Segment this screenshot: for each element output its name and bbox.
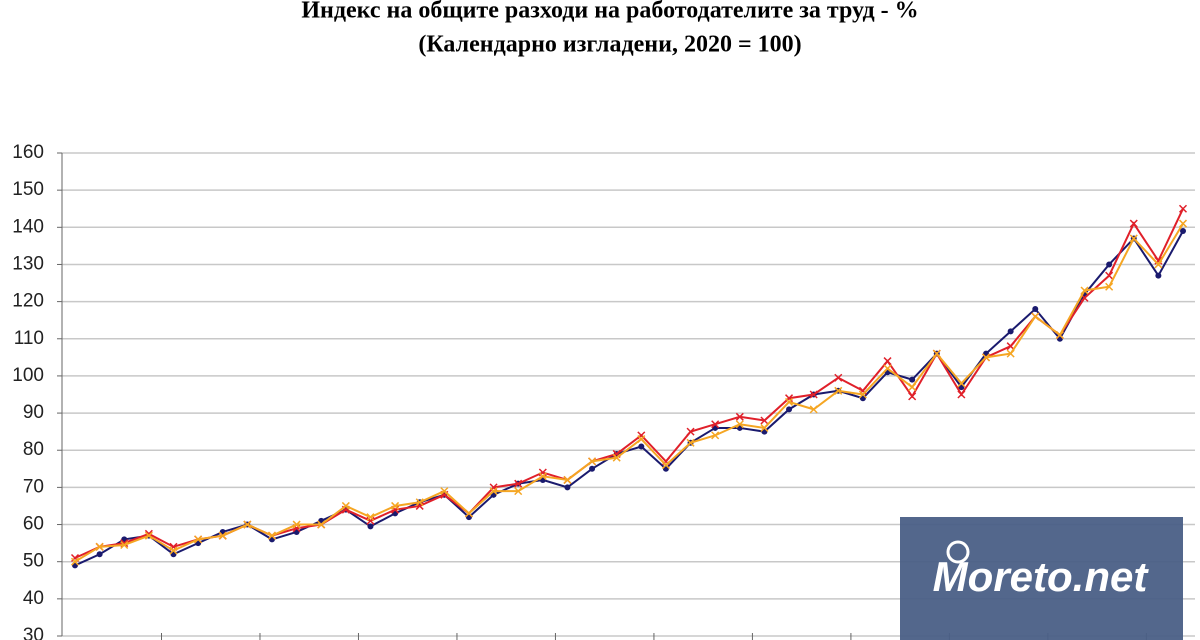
point-marker (908, 383, 917, 392)
point-marker (661, 461, 670, 470)
chart-title: Индекс на общите разходи на работодатели… (301, 0, 918, 24)
point-marker (194, 535, 203, 544)
point-marker (96, 551, 103, 558)
point-marker (1055, 331, 1064, 340)
point-marker (809, 405, 818, 414)
point-marker (489, 487, 498, 496)
point-marker (366, 513, 375, 522)
point-marker (809, 390, 818, 399)
series-line (74, 223, 1184, 563)
point-marker (612, 453, 621, 462)
point-marker (786, 406, 793, 413)
y-tick-label: 40 (23, 588, 44, 609)
point-marker (957, 390, 966, 399)
point-marker (267, 531, 277, 540)
point-marker (120, 540, 129, 550)
point-marker (637, 435, 646, 444)
point-marker (909, 376, 916, 383)
point-marker (908, 392, 917, 401)
point-marker (440, 487, 449, 496)
y-tick-label: 60 (23, 514, 44, 535)
point-marker (1032, 306, 1039, 313)
point-marker (1129, 219, 1138, 228)
point-marker (514, 479, 523, 488)
point-marker (686, 427, 695, 436)
point-marker (169, 546, 178, 555)
point-marker (538, 472, 547, 481)
point-marker (638, 443, 645, 450)
point-marker (1105, 271, 1114, 280)
point-marker (1129, 234, 1138, 243)
point-marker (760, 423, 769, 432)
point-marker (760, 416, 769, 425)
point-marker (514, 487, 523, 496)
y-tick-label: 130 (12, 253, 44, 274)
point-marker (588, 457, 597, 466)
point-marker (341, 501, 350, 510)
y-tick-label: 110 (14, 328, 44, 349)
point-marker (1105, 282, 1114, 291)
point-marker (1180, 228, 1186, 235)
point-marker (883, 357, 892, 366)
point-marker (317, 520, 326, 529)
point-marker (366, 516, 375, 525)
y-tick-label: 160 (12, 142, 44, 163)
point-marker (464, 509, 473, 518)
point-marker (218, 531, 227, 540)
y-tick-label: 70 (23, 476, 44, 497)
point-marker (711, 431, 720, 440)
point-marker (1154, 260, 1163, 269)
y-tick-label: 50 (23, 551, 44, 572)
y-tick-label: 120 (12, 291, 44, 312)
point-marker (243, 520, 252, 529)
point-marker (686, 438, 695, 447)
point-marker (70, 557, 80, 566)
point-marker (1178, 204, 1188, 213)
point-marker (735, 412, 744, 421)
point-marker (858, 390, 867, 399)
point-marker (95, 542, 104, 551)
point-marker (1007, 328, 1014, 335)
point-marker (711, 420, 720, 429)
point-marker (981, 353, 991, 362)
y-tick-label: 90 (23, 402, 44, 423)
point-marker (391, 501, 400, 510)
point-marker (367, 523, 374, 530)
point-marker (834, 386, 843, 395)
point-marker (1031, 312, 1040, 321)
series-line (74, 230, 1184, 567)
point-marker (1155, 272, 1162, 279)
y-tick-label: 140 (12, 216, 44, 237)
y-tick-label: 30 (23, 625, 44, 640)
point-marker (1080, 286, 1089, 295)
point-marker (1106, 261, 1113, 268)
point-marker (957, 379, 966, 388)
chart-subtitle: (Календарно изгладени, 2020 = 100) (418, 32, 801, 58)
point-marker (735, 420, 744, 429)
point-marker (415, 498, 424, 507)
y-tick-label: 80 (23, 439, 44, 460)
point-marker (564, 484, 571, 491)
watermark-box (900, 517, 1183, 640)
point-marker (1006, 349, 1015, 358)
point-marker (883, 364, 892, 373)
point-marker (563, 475, 572, 484)
point-marker (589, 465, 596, 472)
point-marker (932, 349, 941, 358)
watermark: Moreto.net (933, 553, 1150, 600)
point-marker (637, 431, 646, 440)
y-tick-label: 100 (12, 365, 44, 386)
point-marker (834, 373, 843, 382)
watermark-sun (946, 540, 970, 564)
y-tick-label: 150 (12, 179, 44, 200)
series-line (74, 208, 1184, 559)
point-marker (292, 520, 301, 529)
point-marker (785, 397, 794, 406)
point-marker (1178, 219, 1188, 228)
point-marker (144, 531, 153, 540)
